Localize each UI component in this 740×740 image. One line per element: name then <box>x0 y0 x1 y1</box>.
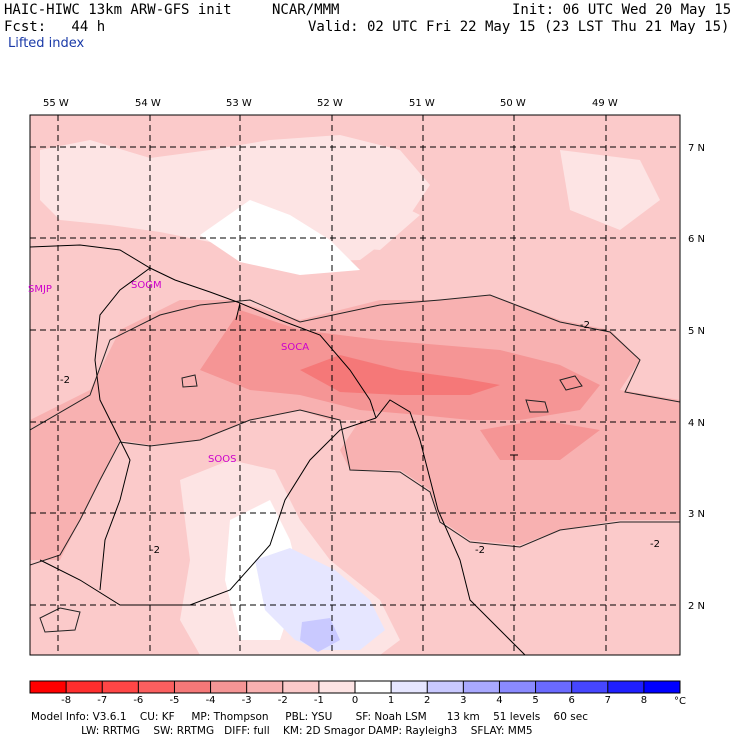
colorbar-swatch <box>246 681 284 693</box>
colorbar-swatch <box>463 681 500 693</box>
lat-label: 6 N <box>688 234 705 245</box>
colorbar-swatch <box>535 681 573 693</box>
colorbar-swatch <box>174 681 212 693</box>
station-labels: SMJP SOGM SOCA SOOS <box>28 280 309 465</box>
lat-label: 3 N <box>688 509 705 520</box>
colorbar-tick-label: -4 <box>206 695 216 706</box>
colorbar-swatch <box>607 681 645 693</box>
latitude-labels: 7 N 6 N 5 N 4 N 3 N 2 N <box>688 143 705 612</box>
colorbar-tick-label: 6 <box>568 695 574 706</box>
contour-label: -2 <box>580 320 590 331</box>
map-frame <box>29 114 681 656</box>
colorbar-tick-label: -3 <box>242 695 252 706</box>
colorbar-tick-label: 1 <box>388 695 394 706</box>
colorbar-swatch <box>643 681 681 693</box>
colorbar-swatch <box>427 681 464 693</box>
contour-label: -2 <box>150 545 160 556</box>
colorbar-tick-label: 8 <box>641 695 647 706</box>
country-borders <box>30 244 526 655</box>
colorbar-swatch <box>282 681 320 693</box>
lon-label: 55 W <box>43 98 69 109</box>
field-name: Lifted index <box>8 36 85 51</box>
colorbar-swatch <box>355 681 392 693</box>
lon-label: 49 W <box>592 98 618 109</box>
colorbar-tick-label: -5 <box>169 695 179 706</box>
colorbar-swatch <box>318 681 356 693</box>
colorbar-swatch <box>102 681 139 693</box>
contour-label: -2 <box>60 375 70 386</box>
contour-label: -2 <box>650 539 660 550</box>
station-label: SOOS <box>208 454 236 465</box>
colorbar-swatch <box>571 681 609 693</box>
lat-label: 2 N <box>688 601 705 612</box>
init-time: Init: 06 UTC Wed 20 May 15 <box>512 2 732 18</box>
colorbar-swatch <box>66 681 103 693</box>
color-scale-bar: -8 -7 -6 -5 -4 -3 -2 -1 0 1 2 3 4 5 6 7 8 °C <box>29 680 686 707</box>
graticule <box>30 115 680 655</box>
colorbar-swatch <box>30 681 67 693</box>
colorbar-tick-label: -2 <box>278 695 288 706</box>
colorbar-swatch <box>210 681 248 693</box>
contour-lines <box>30 294 680 633</box>
lat-label: 5 N <box>688 326 705 337</box>
contour-value-labels: -2 -2 -2 -2 -2 <box>60 320 660 556</box>
colorbar-tick-label: -1 <box>314 695 324 706</box>
colorbar-tick-label: -6 <box>133 695 143 706</box>
colorbar-tick-label: -8 <box>61 695 71 706</box>
colorbar-tick-label: 4 <box>496 695 502 706</box>
lon-label: 51 W <box>409 98 435 109</box>
colorbar-swatch <box>391 681 428 693</box>
colorbar-swatch <box>138 681 175 693</box>
lon-label: 50 W <box>500 98 526 109</box>
lon-label: 54 W <box>135 98 161 109</box>
organization-label: NCAR/MMM <box>272 2 340 18</box>
lat-label: 7 N <box>688 143 705 154</box>
colorbar-tick-label: 0 <box>352 695 358 706</box>
contour-label: -2 <box>475 545 485 556</box>
colorbar-tick-label: 2 <box>424 695 430 706</box>
colorbar-tick-label: 5 <box>532 695 538 706</box>
model-info-line1: Model Info: V3.6.1 CU: KF MP: Thompson P… <box>31 711 588 723</box>
colorbar-tick-label: 3 <box>460 695 466 706</box>
lat-label: 4 N <box>688 418 705 429</box>
colorbar-swatch <box>499 681 537 693</box>
forecast-hour: Fcst: 44 h <box>4 19 106 35</box>
shaded-field <box>30 115 680 655</box>
model-title: HAIC-HIWC 13km ARW-GFS init <box>4 2 232 18</box>
colorbar-unit: °C <box>674 696 686 707</box>
lon-label: 52 W <box>317 98 343 109</box>
station-label: SMJP <box>28 284 52 295</box>
valid-time: Valid: 02 UTC Fri 22 May 15 (23 LST Thu … <box>308 19 730 35</box>
lon-label: 53 W <box>226 98 252 109</box>
longitude-labels: 55 W 54 W 53 W 52 W 51 W 50 W 49 W <box>43 98 618 109</box>
colorbar-tick-label: -7 <box>97 695 107 706</box>
station-label: SOCA <box>281 342 309 353</box>
colorbar-tick-label: 7 <box>605 695 611 706</box>
model-info-line2: LW: RRTMG SW: RRTMG DIFF: full KM: 2D Sm… <box>31 725 533 737</box>
station-label: SOGM <box>131 280 162 291</box>
